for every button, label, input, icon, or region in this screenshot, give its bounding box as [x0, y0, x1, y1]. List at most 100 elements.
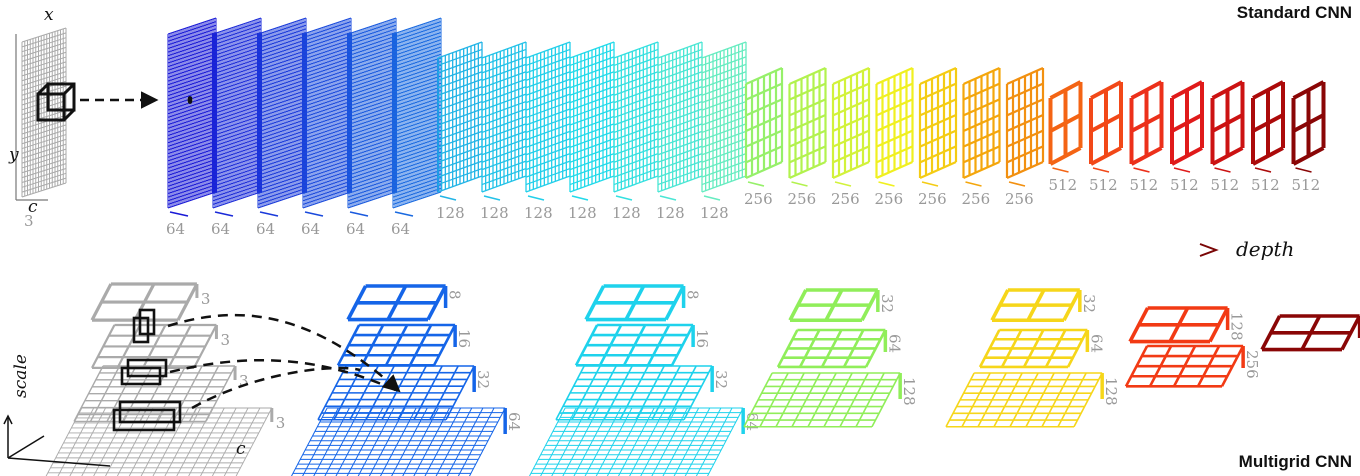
c-axis-label: c [28, 197, 38, 217]
layer-11: 128 [612, 41, 659, 222]
layer-9: 128 [524, 41, 571, 222]
layer-24: 512 [1170, 80, 1204, 194]
layer-channels-label: 128 [700, 204, 729, 222]
x-axis-label: x [44, 5, 54, 25]
layer-6: 64 [391, 17, 442, 238]
stage-2-grid-1: 8 [584, 284, 702, 322]
stage-channels-label: 64 [885, 334, 903, 353]
layer-channels-label: 256 [788, 190, 817, 208]
multigrid-input-pyramid: 3 3 3 3 [45, 282, 286, 476]
input-scale-4: 3 [45, 407, 286, 476]
layer-8: 128 [480, 41, 527, 222]
layer-channels-label: 512 [1130, 176, 1159, 194]
layer-1: 64 [166, 17, 217, 238]
stage-3-grid-2: 64 [776, 328, 903, 369]
layer-channels-label: 256 [831, 190, 860, 208]
stage-3-grid-1: 32 [788, 288, 896, 323]
layer-5: 64 [346, 17, 397, 238]
layer-25: 512 [1210, 80, 1245, 194]
stage-1-grid-2: 16 [336, 323, 473, 367]
layer-22: 512 [1089, 80, 1123, 194]
layer-19: 256 [962, 66, 1001, 208]
layer-channels-label: 128 [524, 204, 553, 222]
standard-cnn-title: Standard CNN [1236, 3, 1352, 22]
stage-4-grid-1: 32 [990, 288, 1098, 323]
input-scale-3: 3 [73, 365, 249, 423]
input-grid [21, 27, 67, 198]
layer-2: 64 [211, 17, 262, 238]
layer-channels-label: 64 [346, 220, 365, 238]
layer-17: 256 [875, 66, 914, 208]
layer-10: 128 [568, 41, 615, 222]
layer-channels-label: 512 [1211, 176, 1240, 194]
layer-14: 256 [744, 66, 784, 208]
layer-channels-label: 64 [301, 220, 320, 238]
multigrid-stage-3: 32 64 128 [743, 288, 918, 428]
input-channels-label: 3 [24, 212, 34, 230]
receptive-field-dot [187, 96, 193, 104]
stage-5-grid-1: 128 [1128, 306, 1246, 344]
layer-channels-label: 64 [256, 220, 275, 238]
layer-channels-label: 64 [211, 220, 230, 238]
input-scale-channels: 3 [239, 372, 249, 390]
layer-channels-label: 512 [1251, 176, 1280, 194]
stage-4-grid-3: 128 [945, 372, 1120, 428]
multigrid-stage-4: 32 64 128 [945, 288, 1120, 428]
stage-channels-label: 128 [1228, 312, 1246, 341]
stage-channels-label: 16 [455, 329, 473, 348]
layer-channels-label: 512 [1049, 176, 1078, 194]
stage-3-grid-3: 128 [743, 372, 918, 428]
input-scale-1: 3 [90, 282, 210, 322]
stage-channels-label: 16 [693, 329, 711, 348]
y-axis-label: y [8, 145, 19, 165]
layer-channels-label: 128 [656, 204, 685, 222]
multigrid-stage-2: 8 16 32 64 [528, 284, 761, 476]
layer-channels-label: 64 [391, 220, 410, 238]
standard-input-image [15, 27, 67, 201]
depth-arrowhead [1199, 243, 1219, 257]
stage-5-grid-2: 256 [1124, 344, 1261, 388]
stage-4-grid-2: 64 [978, 328, 1105, 369]
stage-channels-label: 32 [878, 294, 896, 313]
layer-20: 256 [1005, 66, 1045, 208]
layer-7: 128 [436, 41, 483, 222]
input-scale-2: 3 [91, 323, 230, 369]
scale-axis-label: scale [11, 354, 31, 398]
input-scale-channels: 3 [276, 414, 286, 432]
layer-channels-label: 128 [436, 204, 465, 222]
layer-channels-label: 64 [166, 220, 185, 238]
stage-channels-label: 256 [1243, 350, 1261, 379]
stage-2-grid-2: 16 [574, 323, 711, 367]
layer-channels-label: 128 [568, 204, 597, 222]
stage-channels-label: 32 [1080, 294, 1098, 313]
multigrid-connections [167, 313, 401, 410]
layer-channels-label: 128 [612, 204, 641, 222]
layer-4: 64 [301, 17, 352, 238]
layer-15: 256 [788, 66, 827, 208]
layer-channels-label: 512 [1170, 176, 1199, 194]
layer-channels-label: 256 [918, 190, 947, 208]
stage-1-grid-4: 64 [290, 407, 523, 476]
layer-16: 256 [831, 66, 871, 208]
layer-channels-label: 256 [1005, 190, 1034, 208]
layer-21: 512 [1048, 80, 1083, 194]
layer-18: 256 [918, 66, 958, 208]
stage-channels-label: 8 [446, 290, 464, 300]
stage-2-grid-3: 32 [555, 365, 730, 421]
stage-channels-label: 64 [1087, 334, 1105, 353]
stage-channels-label: 32 [474, 370, 492, 389]
layer-26: 512 [1251, 80, 1285, 194]
multigrid-stage-6: 512 [1260, 314, 1360, 352]
stage-2-grid-4: 64 [528, 407, 761, 476]
stage-channels-label: 64 [505, 412, 523, 431]
layer-channels-label: 512 [1089, 176, 1118, 194]
stage-channels-label: 128 [900, 377, 918, 406]
mg-c-axis-label: c [236, 439, 246, 459]
stage-1-grid-1: 8 [346, 284, 464, 322]
layer-3: 64 [256, 17, 307, 238]
scale-axes [3, 414, 111, 467]
multigrid-receptive-boxes [112, 308, 182, 432]
layer-channels-label: 128 [480, 204, 509, 222]
